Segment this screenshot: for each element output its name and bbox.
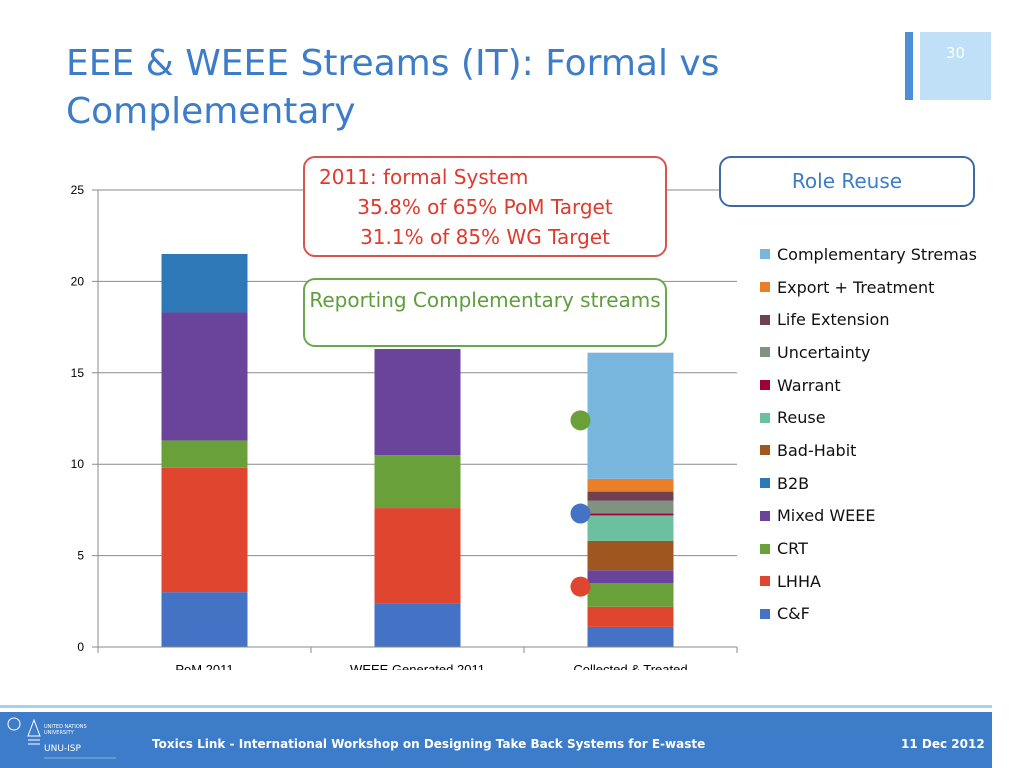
x-tick-label: PoM 2011: [175, 662, 233, 670]
footer-divider: [0, 705, 992, 708]
logo-university-text: UNITED NATIONS UNIVERSITY: [44, 724, 87, 736]
bar-segment: [161, 312, 248, 441]
bar-segment: [587, 540, 674, 571]
formal-callout-line2: 35.8% of 65% PoM Target: [357, 195, 613, 219]
bar-segment: [587, 352, 674, 479]
footer-bar: [0, 712, 992, 768]
legend-item: Warrant: [760, 369, 977, 402]
bar-segment: [374, 508, 461, 604]
legend-swatch: [760, 510, 770, 521]
decorative-bar: [905, 32, 913, 100]
legend-label: Mixed WEEE: [777, 506, 876, 526]
bar-segment: [587, 513, 674, 516]
y-tick-label: 0: [77, 640, 84, 654]
bar-segment: [587, 626, 674, 647]
legend-swatch: [760, 576, 770, 587]
legend-item: CRT: [760, 532, 977, 565]
legend-swatch: [760, 445, 770, 456]
bar-segment: [161, 592, 248, 647]
slide-number: 30: [945, 44, 966, 62]
role-reuse-callout: Role Reuse: [719, 156, 975, 207]
highlight-marker: [570, 503, 591, 524]
legend-swatch: [760, 478, 770, 489]
legend-item: Export + Treatment: [760, 271, 977, 304]
legend-item: C&F: [760, 598, 977, 631]
formal-system-callout: 2011: formal System 35.8% of 65% PoM Tar…: [303, 156, 667, 257]
footer-event-text: Toxics Link - International Workshop on …: [152, 737, 706, 751]
legend-swatch: [760, 282, 770, 293]
y-tick-label: 15: [71, 366, 85, 380]
stacked-bar-chart: 0 5 10 15 20 25 PoM 2011 WEEE Generated 2011 Col…: [71, 183, 738, 670]
reporting-callout: Reporting Complementary streams: [303, 278, 667, 347]
legend-item: B2B: [760, 467, 977, 500]
legend-label: Uncertainty: [777, 342, 871, 362]
y-tick-label: 10: [71, 457, 85, 471]
legend-label: Life Extension: [777, 310, 890, 330]
bar-segment: [161, 440, 248, 468]
logo-unu-isp-text: UNU-ISP: [44, 744, 81, 754]
legend-swatch: [760, 314, 770, 325]
legend-label: Warrant: [777, 375, 841, 395]
legend-swatch: [760, 249, 770, 260]
y-tick-label: 5: [77, 549, 84, 563]
bar-segment: [587, 500, 674, 514]
legend-swatch: [760, 543, 770, 554]
legend-swatch: [760, 347, 770, 358]
legend-label: Complementary Stremas: [777, 244, 977, 264]
y-tick-label: 25: [71, 183, 85, 197]
unu-logo: [7, 717, 116, 759]
bar-segment: [374, 455, 461, 509]
formal-callout-line3: 31.1% of 85% WG Target: [360, 225, 610, 249]
chart-axes: 0 5 10 15 20 25 PoM 2011 WEEE Generated 2011 Col…: [71, 183, 738, 670]
formal-callout-line1: 2011: formal System: [319, 165, 529, 189]
legend-item: Bad-Habit: [760, 434, 977, 467]
legend-item: Complementary Stremas: [760, 238, 977, 271]
slide-title: EEE & WEEE Streams (IT): Formal vs Compl…: [66, 43, 720, 132]
legend-label: Export + Treatment: [777, 277, 935, 297]
legend-label: Reuse: [777, 408, 826, 428]
bar-segment: [587, 491, 674, 501]
y-tick-label: 20: [71, 274, 85, 288]
bar-segment: [374, 603, 461, 647]
legend-item: Mixed WEEE: [760, 500, 977, 533]
legend-swatch: [760, 380, 770, 391]
bar-segment: [374, 349, 461, 456]
legend-swatch: [760, 412, 770, 423]
legend-item: Life Extension: [760, 303, 977, 336]
legend-swatch: [760, 608, 770, 619]
x-tick-label: Collected & Treated: [573, 662, 687, 670]
legend-label: C&F: [777, 604, 810, 624]
legend-item: LHHA: [760, 565, 977, 598]
legend-label: LHHA: [777, 571, 821, 591]
chart-legend: Complementary Stremas Export + Treatment L…: [760, 238, 977, 630]
slide-number-box: [920, 32, 991, 100]
bar-segment: [587, 606, 674, 627]
bar-segment: [587, 515, 674, 541]
legend-item: Uncertainty: [760, 336, 977, 369]
bar-segment: [587, 478, 674, 492]
legend-label: B2B: [777, 473, 810, 493]
legend-label: Bad-Habit: [777, 440, 857, 460]
legend-label: CRT: [777, 539, 808, 559]
highlight-marker: [570, 576, 591, 597]
bar-segment: [587, 570, 674, 584]
bar-segment: [161, 253, 248, 313]
footer-date: 11 Dec 2012: [901, 737, 985, 751]
x-tick-label: WEEE Generated 2011: [350, 662, 485, 670]
chart-bars: [161, 253, 674, 647]
bar-segment: [587, 583, 674, 607]
chart-markers: [570, 410, 591, 597]
legend-item: Reuse: [760, 401, 977, 434]
highlight-marker: [570, 410, 591, 431]
bar-segment: [161, 467, 248, 593]
